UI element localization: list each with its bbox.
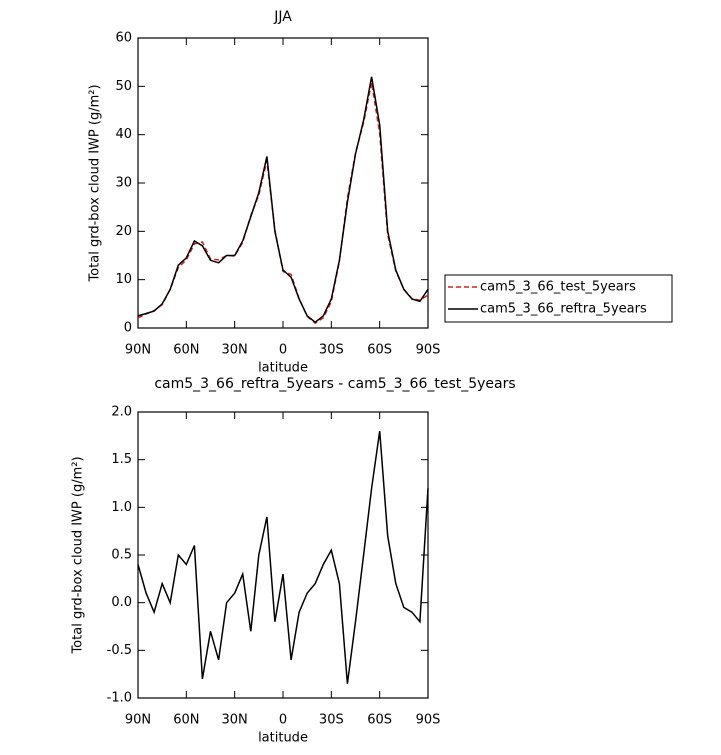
y-tick-label: 0 xyxy=(124,321,132,336)
y-tick-label: 0.0 xyxy=(111,595,132,610)
legend-label: cam5_3_66_reftra_5years xyxy=(480,302,647,317)
y-tick-label: 30 xyxy=(115,176,132,191)
y-tick-label: 2.0 xyxy=(111,405,132,420)
y-axis-label: Total grd-box cloud IWP (g/m²) xyxy=(71,456,86,654)
y-axis-label: Total grd-box cloud IWP (g/m²) xyxy=(88,84,103,282)
x-tick-label: 90S xyxy=(416,713,441,728)
x-tick-label: 60N xyxy=(173,343,199,358)
y-tick-label: 60 xyxy=(115,31,132,46)
y-tick-label: 0.5 xyxy=(111,548,132,563)
y-tick-label: 40 xyxy=(115,127,132,142)
y-tick-label: 1.0 xyxy=(111,500,132,515)
x-tick-label: 90S xyxy=(416,343,441,358)
series-line xyxy=(137,76,429,324)
x-tick-label: 0 xyxy=(279,713,287,728)
x-tick-label: 30N xyxy=(222,713,248,728)
y-tick-label: 1.5 xyxy=(111,452,132,467)
chart-title: cam5_3_66_reftra_5years - cam5_3_66_test… xyxy=(154,376,515,392)
chart-title: JJA xyxy=(273,9,292,25)
y-tick-label: -0.5 xyxy=(107,643,132,658)
x-tick-label: 0 xyxy=(279,343,287,358)
x-tick-label: 60S xyxy=(367,343,392,358)
x-tick-label: 90N xyxy=(125,343,151,358)
y-tick-label: -1.0 xyxy=(107,691,132,706)
series-line xyxy=(137,430,429,684)
y-tick-label: 20 xyxy=(115,224,132,239)
x-tick-label: 30S xyxy=(319,343,344,358)
legend-label: cam5_3_66_test_5years xyxy=(480,280,636,295)
y-tick-label: 50 xyxy=(115,79,132,94)
legend-box xyxy=(444,274,673,323)
series-line xyxy=(137,82,429,325)
x-tick-label: 60S xyxy=(367,713,392,728)
x-tick-label: 90N xyxy=(125,713,151,728)
x-tick-label: 30N xyxy=(222,343,248,358)
plot-frame xyxy=(137,411,429,699)
x-tick-label: 30S xyxy=(319,713,344,728)
x-tick-label: 60N xyxy=(173,713,199,728)
y-tick-label: 10 xyxy=(115,272,132,287)
x-axis-label: latitude xyxy=(258,361,308,376)
x-axis-label: latitude xyxy=(258,731,308,746)
